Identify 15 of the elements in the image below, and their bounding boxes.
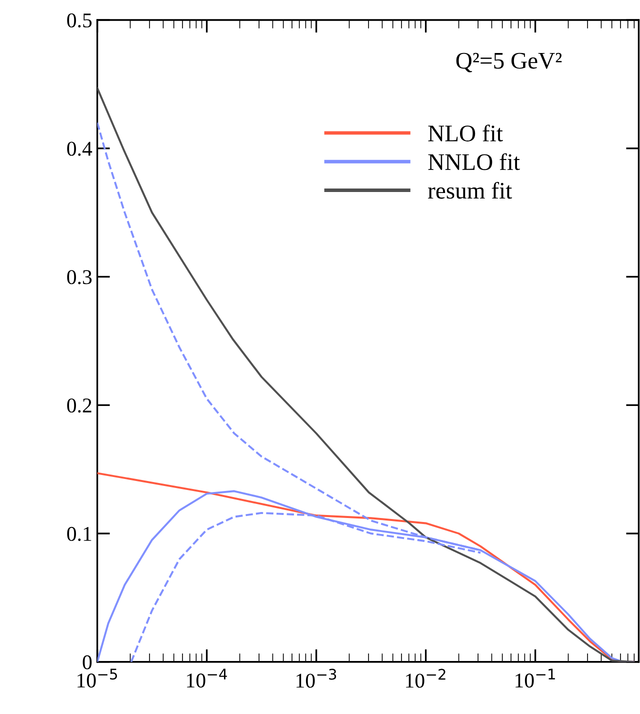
x-tick-label: 10$^{−4}$: [187, 668, 227, 688]
y-tick-label: 0: [82, 655, 92, 670]
y-tick-label: 0.2: [67, 398, 92, 413]
y-tick-label: 0.4: [67, 142, 92, 156]
x-tick-label: 10$^{−1}$: [516, 668, 555, 688]
y-tick-label: 0.3: [67, 270, 92, 284]
x-tick-label: 10$^{−2}$: [406, 668, 446, 688]
annotation: Q²=5 GeV²: [456, 52, 562, 72]
legend-label: resum fit: [428, 182, 512, 199]
x-tick-label: 10$^{−5}$: [78, 668, 117, 688]
x-tick-label: 10$^{−3}$: [296, 668, 336, 688]
legend-label: NLO fit: [428, 124, 503, 142]
legend-label: NNLO fit: [428, 153, 520, 170]
y-tick-label: 0.5: [67, 13, 92, 28]
y-tick-label: 0.1: [67, 526, 92, 542]
